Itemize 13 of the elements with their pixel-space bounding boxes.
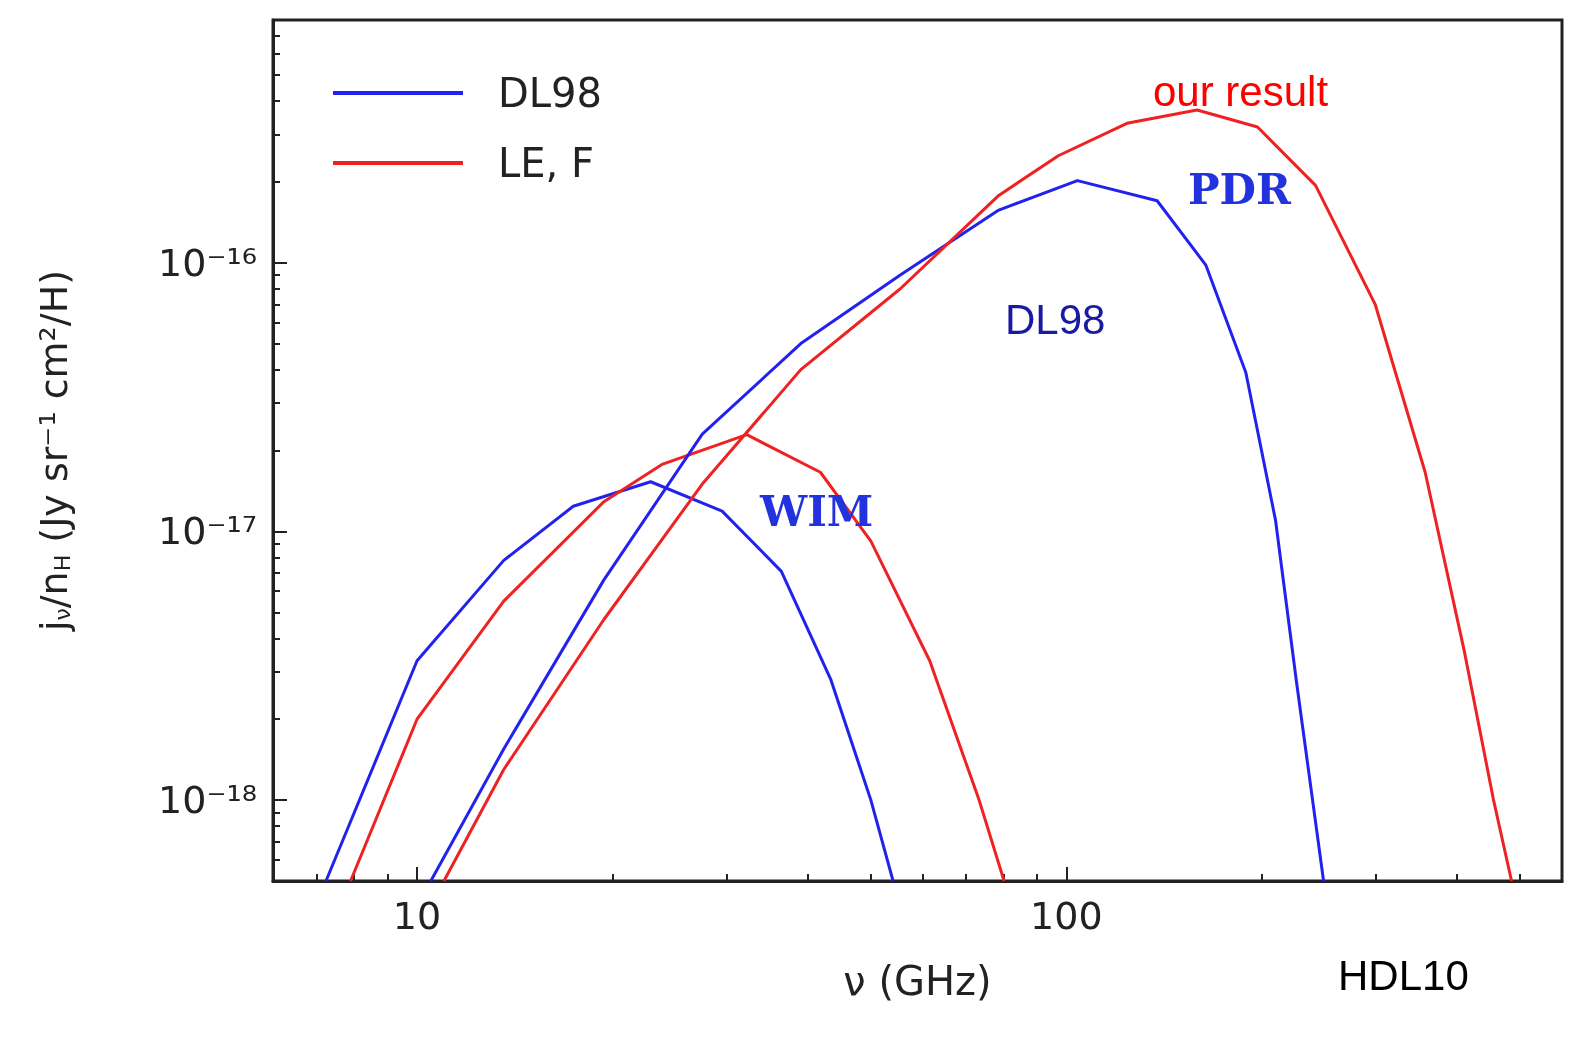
y-tick-label: 10⁻¹⁷ [158,509,257,554]
x-axis-title: ν (GHz) [843,958,992,1004]
legend-label: LE, F [498,140,594,186]
y-tick-label: 10⁻¹⁶ [158,240,257,285]
text: HDL10 [1338,951,1469,999]
y-tick-label: 10⁻¹⁸ [158,778,257,823]
y-axis-title: jν/nH (Jy sr⁻¹ cm²/H) [32,269,76,633]
x-tick-label: 10 [392,894,442,938]
x-tick-label: 100 [1030,894,1103,938]
legend-label: DL98 [498,70,602,116]
annotation: DL98 [1005,295,1106,343]
annotation: our result [1153,67,1329,115]
annotation: PDR [1188,164,1292,214]
